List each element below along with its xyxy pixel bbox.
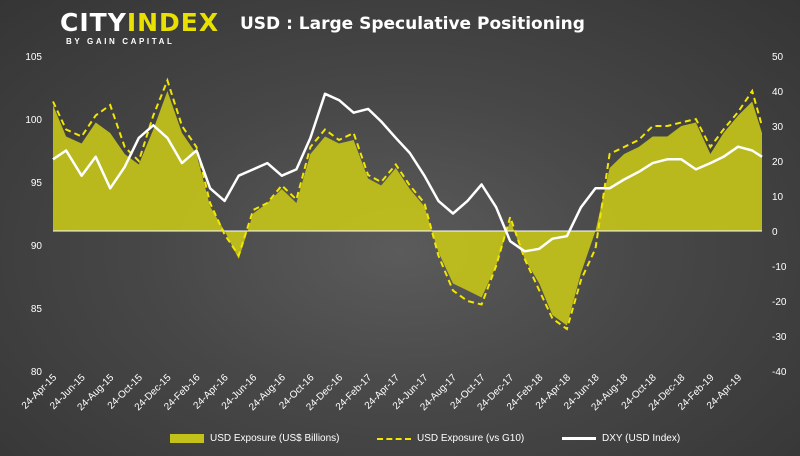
legend-label: USD Exposure (US$ Billions) (210, 433, 340, 444)
right-tick-label: 0 (772, 227, 778, 238)
legend-item-usd-exposure-g10: USD Exposure (vs G10) (377, 433, 524, 444)
left-tick-label: 95 (31, 178, 43, 189)
right-tick-label: -10 (772, 262, 787, 273)
right-tick-label: 30 (772, 122, 784, 133)
chart-title: USD : Large Speculative Positioning (240, 14, 585, 34)
series-layer (52, 77, 763, 331)
left-tick-label: 85 (31, 304, 43, 315)
right-tick-label: -20 (772, 297, 787, 308)
left-tick-label: 105 (25, 52, 42, 63)
right-tick-label: 40 (772, 87, 784, 98)
right-axis: -40 -30 -20 -10 0 10 20 30 40 50 (772, 52, 787, 378)
logo-index: INDEX (126, 8, 220, 37)
left-tick-label: 90 (31, 241, 43, 252)
right-tick-label: 20 (772, 157, 784, 168)
legend: USD Exposure (US$ Billions) USD Exposure… (170, 433, 730, 449)
left-tick-label: 100 (25, 115, 42, 126)
x-axis: 24-Apr-1524-Jun-1524-Aug-1524-Oct-1524-D… (20, 372, 745, 413)
left-tick-label: 80 (31, 367, 43, 378)
series-area-usd-exposure (53, 91, 762, 326)
left-axis: 80 85 90 95 100 105 (25, 52, 42, 378)
legend-item-dxy: DXY (USD Index) (562, 433, 680, 444)
right-tick-label: -40 (772, 367, 787, 378)
series-line-usd-exposure-g10 (52, 77, 763, 331)
legend-swatch-area (170, 434, 204, 443)
legend-swatch-line (562, 437, 596, 440)
legend-swatch-dashed (377, 437, 411, 440)
series-line-dxy (52, 92, 763, 253)
logo-tagline: BY GAIN CAPITAL (66, 37, 175, 46)
right-tick-label: 10 (772, 192, 784, 203)
logo-wordmark: CITYINDEX (60, 8, 218, 37)
right-tick-label: 50 (772, 52, 784, 63)
right-tick-label: -30 (772, 332, 787, 343)
logo-city: CITY (60, 8, 127, 37)
legend-label: USD Exposure (vs G10) (417, 433, 525, 444)
legend-label: DXY (USD Index) (602, 433, 681, 444)
logo: CITYINDEX BY GAIN CAPITAL (60, 8, 218, 50)
legend-item-usd-exposure: USD Exposure (US$ Billions) (170, 433, 340, 444)
